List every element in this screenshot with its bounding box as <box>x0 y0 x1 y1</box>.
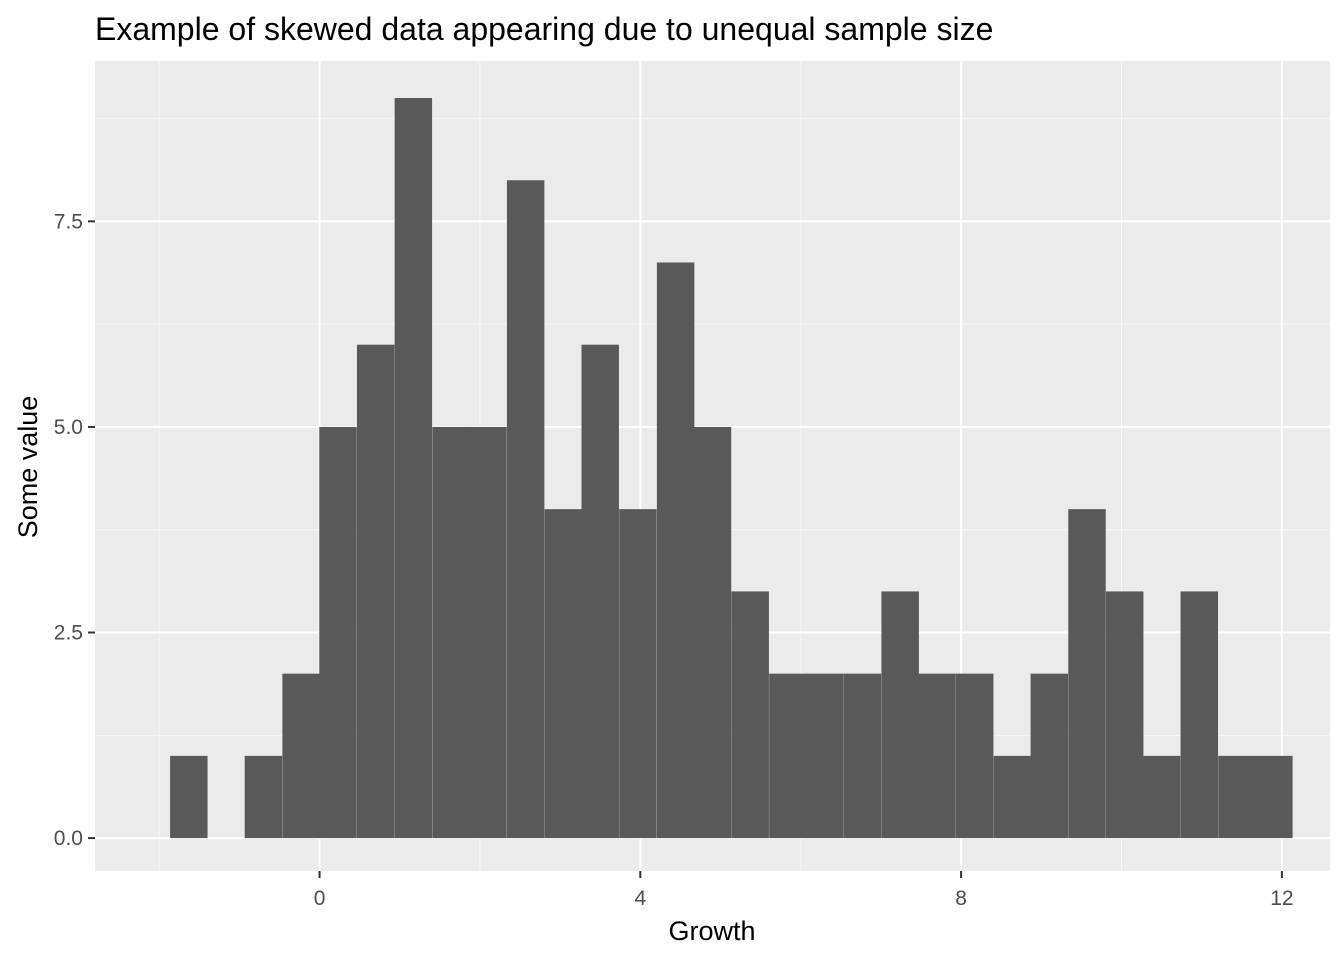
x-tick-label: 12 <box>1270 887 1293 910</box>
histogram-bar <box>993 755 1032 839</box>
histogram-bar <box>918 673 956 839</box>
histogram-bar <box>469 426 507 839</box>
y-tick-label: 2.5 <box>54 622 83 645</box>
histogram-bar <box>282 673 320 839</box>
histogram-bar <box>1180 591 1219 839</box>
histogram-bar <box>394 98 433 839</box>
histogram-bar <box>356 344 395 839</box>
histogram-bar <box>319 426 357 839</box>
histogram-bar <box>693 426 732 839</box>
histogram-bar <box>544 509 583 839</box>
chart-title: Example of skewed data appearing due to … <box>95 11 993 47</box>
histogram-bar <box>1105 591 1144 839</box>
x-tick-label: 4 <box>634 887 646 910</box>
histogram-bar <box>244 755 283 839</box>
x-axis: 0 4 8 12 <box>314 871 1294 910</box>
y-tick-label: 7.5 <box>54 210 83 233</box>
histogram-bar <box>581 344 619 839</box>
histogram-bar <box>843 673 882 839</box>
histogram-bar <box>1142 755 1181 839</box>
bars <box>170 98 1293 839</box>
histogram-bar <box>1030 673 1069 839</box>
histogram-bar <box>769 673 807 839</box>
histogram-bar <box>619 509 657 839</box>
x-axis-title: Growth <box>668 916 755 946</box>
histogram-bar <box>1218 755 1256 839</box>
histogram-bar <box>806 673 844 839</box>
y-axis: 0.0 2.5 5.0 7.5 <box>54 210 95 850</box>
histogram-bar <box>1255 755 1293 839</box>
histogram-bar <box>731 591 769 839</box>
y-tick-label: 0.0 <box>54 827 83 850</box>
y-tick-label: 5.0 <box>54 416 83 439</box>
histogram-bar <box>170 755 208 839</box>
histogram-bar <box>432 426 470 839</box>
histogram-bar <box>506 180 545 839</box>
x-tick-label: 8 <box>955 887 967 910</box>
histogram-bar <box>656 262 695 839</box>
x-tick-label: 0 <box>314 887 326 910</box>
histogram-bar <box>881 591 919 839</box>
y-axis-title: Some value <box>13 396 43 539</box>
histogram-bar <box>1068 509 1106 839</box>
histogram-bar <box>956 673 994 839</box>
